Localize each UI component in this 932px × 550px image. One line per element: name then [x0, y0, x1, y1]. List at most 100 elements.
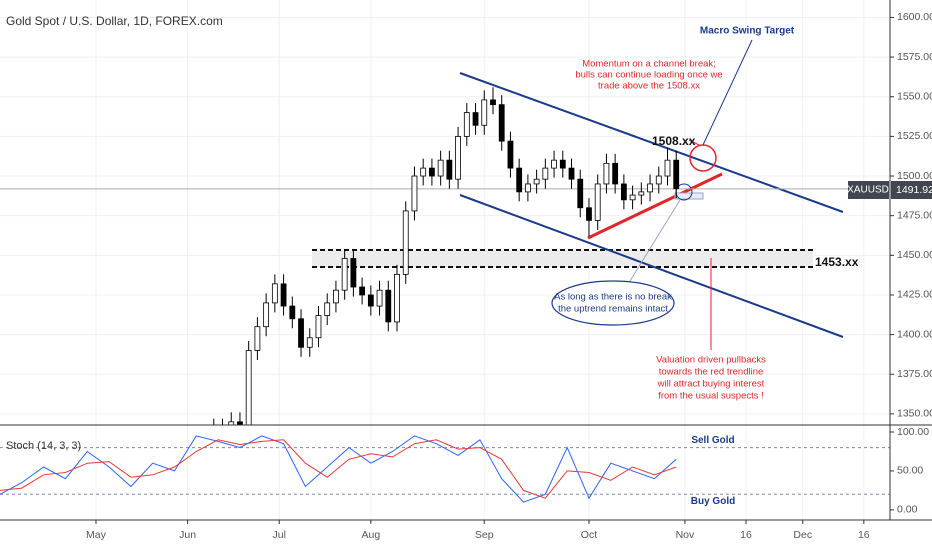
pointer [688, 139, 702, 147]
candle-body [551, 159, 557, 169]
annotation: As long as there is no break [554, 292, 672, 303]
x-tick-label: Nov [676, 529, 695, 541]
y-tick-label: 1525.00 [897, 130, 932, 142]
y-tick-label: 1550.00 [897, 91, 932, 103]
x-tick-label: Aug [361, 529, 380, 541]
symbol-tag [848, 181, 889, 199]
x-tick-label: Sep [475, 529, 494, 541]
candle-body [220, 428, 225, 433]
candle-body [254, 326, 261, 351]
candle-body [568, 167, 575, 180]
candle-body [271, 283, 278, 304]
candle-body [437, 159, 444, 177]
candle-body [280, 283, 287, 307]
annotation: from the usual suspects ! [658, 391, 764, 402]
level-label: 1508.xx [652, 134, 696, 148]
candle-body [612, 162, 619, 185]
y-tick-label: 1400.00 [897, 328, 932, 340]
candle-body [411, 175, 418, 212]
candle-body [429, 167, 435, 177]
candle-body [367, 294, 374, 307]
stoch-line [0, 439, 677, 499]
candle-body [350, 258, 357, 288]
trendline [587, 172, 723, 240]
y-tick-label: 1425.00 [897, 289, 932, 301]
candle-body [481, 99, 488, 126]
y-tick-label: 1350.00 [897, 408, 932, 420]
band-label: Sell Gold [691, 435, 734, 446]
price-box [674, 192, 704, 200]
candle-body [237, 421, 243, 425]
candle-body [315, 315, 322, 339]
candle-body [490, 99, 496, 106]
candle-body [306, 337, 313, 348]
candle-body [559, 159, 566, 169]
candle-body [472, 112, 479, 126]
candle-body [577, 178, 584, 209]
candle-body [664, 159, 671, 177]
y-tick-label: 50.00 [897, 465, 923, 477]
candle-body [455, 135, 461, 180]
price-tag [891, 181, 932, 199]
candle-body [341, 258, 348, 291]
annotation: the uptrend remains intact [558, 304, 668, 315]
candle-body [324, 302, 331, 316]
candle-body [394, 273, 400, 323]
candle-body [507, 140, 514, 169]
pointer [702, 39, 753, 146]
candle-body [586, 207, 592, 221]
candle-body [463, 112, 470, 137]
x-tick-label: Jul [272, 529, 285, 541]
candle-body [516, 167, 523, 193]
symbol-label: XAUUSD [847, 185, 889, 196]
annotation: will attract buying interest [657, 379, 765, 390]
y-tick-label: 0.00 [897, 504, 918, 516]
candle-body [620, 183, 627, 201]
candle-body [498, 104, 505, 142]
y-tick-label: 1475.00 [897, 209, 932, 221]
candle-body [446, 159, 453, 180]
annotation: bulls can continue loading once we [575, 70, 722, 81]
stochastic: Buy Gold Sell Gold [0, 435, 890, 507]
candle-body [376, 289, 383, 307]
channel-bottom [459, 194, 844, 338]
y-tick-label: 100.00 [897, 426, 929, 438]
band-label: Buy Gold [691, 496, 735, 507]
candle-body [211, 428, 216, 441]
candle-body [655, 175, 662, 185]
candle-body [298, 318, 304, 348]
drawings [0, 39, 890, 350]
annotation: Macro Swing Target [700, 26, 795, 37]
x-tick-label: Oct [581, 529, 597, 541]
annotation: trade above the 1508.xx [598, 81, 700, 92]
note-ellipse [551, 280, 675, 326]
x-tick-label: Jun [179, 529, 196, 541]
candle-body [402, 210, 409, 275]
candle-body [647, 183, 653, 193]
candle-body [289, 305, 296, 320]
candle-body [542, 167, 549, 180]
x-tick-label: 16 [858, 529, 870, 541]
level-label: 1453.xx [815, 255, 859, 269]
x-tick-label: 16 [740, 529, 752, 541]
y-tick-label: 1575.00 [897, 51, 932, 63]
y-tick-label: 1600.00 [897, 11, 932, 23]
candle-body [228, 421, 235, 425]
candle-body [524, 183, 531, 193]
candle-body [385, 289, 392, 323]
candle-body [359, 286, 366, 296]
candle-body [533, 178, 540, 185]
annotation: Momentum on a channel break; [582, 59, 716, 70]
candle-body [263, 302, 270, 328]
y-tick-label: 1450.00 [897, 249, 932, 261]
price-label: 1491.92 [896, 184, 932, 196]
candle-body [629, 194, 636, 201]
stoch-line [0, 435, 677, 503]
candle-body [638, 191, 645, 196]
candle-body [594, 183, 601, 221]
candle-body [333, 289, 339, 304]
candles [211, 87, 680, 441]
x-tick-label: May [86, 529, 107, 541]
y-tick-label: 1500.00 [897, 170, 932, 182]
